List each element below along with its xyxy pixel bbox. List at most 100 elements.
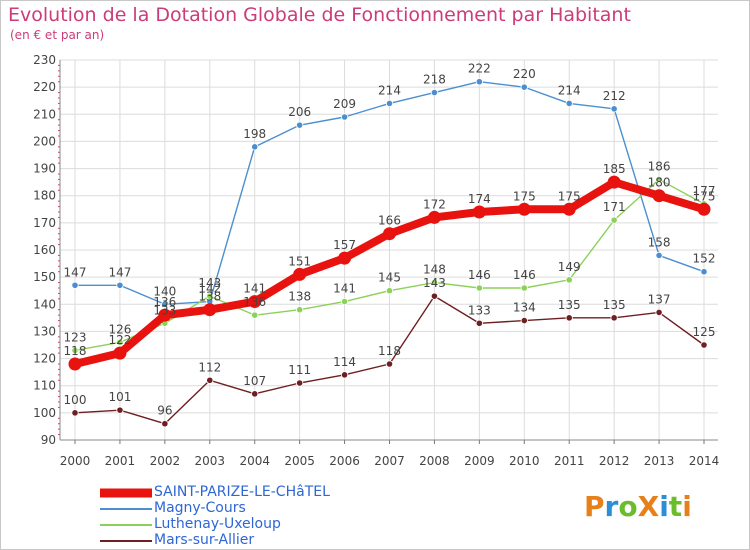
data-label-magny-cours: 214	[378, 83, 401, 97]
data-label-saint-parize: 175	[693, 189, 716, 203]
point-saint-parize	[383, 227, 396, 241]
point-luthenay-uxeloup	[565, 276, 573, 284]
y-tick-label: 90	[41, 433, 56, 447]
y-tick-label: 120	[33, 352, 56, 366]
logo-letter: o	[618, 490, 637, 523]
point-saint-parize	[607, 175, 621, 189]
legend-label-magny-cours: Magny-Cours	[154, 500, 246, 516]
x-tick-label: 2004	[239, 454, 270, 468]
x-tick-label: 2011	[554, 454, 585, 468]
point-mars-sur-allier	[340, 371, 349, 379]
x-tick-label: 2006	[329, 454, 360, 468]
point-luthenay-uxeloup	[655, 175, 663, 184]
point-mars-sur-allier	[296, 379, 304, 387]
series-layer	[68, 78, 711, 428]
y-tick-label: 200	[33, 134, 56, 148]
y-tick-label: 160	[33, 243, 56, 257]
data-label-mars-sur-allier: 143	[423, 276, 446, 290]
chart-title: Evolution de la Dotation Globale de Fonc…	[8, 4, 631, 26]
y-tick-label: 150	[33, 270, 56, 284]
x-tick-label: 2012	[599, 454, 630, 468]
grid-layer	[60, 59, 718, 441]
logo-text: ProXiti	[584, 490, 692, 523]
point-magny-cours	[565, 99, 573, 108]
point-luthenay-uxeloup	[520, 284, 528, 292]
point-magny-cours	[385, 99, 394, 108]
x-tick-label: 2010	[509, 454, 540, 468]
data-label-magny-cours: 147	[64, 265, 87, 279]
point-magny-cours	[700, 268, 708, 276]
data-label-mars-sur-allier: 134	[513, 301, 536, 315]
x-tick-label: 2009	[464, 454, 495, 468]
y-tick-label: 180	[33, 189, 56, 203]
point-magny-cours	[251, 143, 259, 151]
data-label-luthenay-uxeloup: 171	[603, 200, 626, 214]
point-luthenay-uxeloup	[430, 278, 439, 287]
logo-letter: i	[682, 490, 692, 523]
point-mars-sur-allier	[206, 376, 214, 384]
legend: SAINT-PARIZE-LE-CHâTEL Magny-Cours Luthe…	[100, 484, 430, 549]
legend-item-magny-cours[interactable]: Magny-Cours	[100, 500, 430, 517]
data-label-luthenay-uxeloup: 149	[558, 260, 581, 274]
legend-label-saint-parize: SAINT-PARIZE-LE-CHâTEL	[154, 484, 330, 500]
data-label-luthenay-uxeloup: 186	[648, 159, 671, 173]
point-saint-parize	[517, 202, 531, 216]
data-label-saint-parize: 172	[423, 197, 446, 211]
data-label-mars-sur-allier: 118	[378, 344, 401, 358]
point-luthenay-uxeloup	[206, 292, 214, 300]
data-label-magny-cours: 158	[648, 235, 671, 249]
point-saint-parize	[338, 251, 352, 265]
data-label-saint-parize: 118	[64, 344, 87, 358]
logo-letter: i	[659, 490, 669, 523]
data-label-saint-parize: 157	[333, 238, 356, 252]
legend-item-mars-sur-allier[interactable]: Mars-sur-Allier	[100, 532, 430, 549]
point-mars-sur-allier	[385, 360, 394, 368]
data-label-luthenay-uxeloup: 146	[513, 268, 536, 282]
point-magny-cours	[655, 251, 663, 260]
point-luthenay-uxeloup	[71, 346, 79, 355]
point-saint-parize	[158, 308, 172, 322]
point-luthenay-uxeloup	[116, 338, 124, 346]
x-tick-label: 2008	[419, 454, 450, 468]
point-magny-cours	[116, 281, 124, 289]
y-tick-label: 220	[33, 80, 56, 94]
axis-layer: 90 100 110 120 130 140 150 160 170 180 190 200 210 22…	[33, 53, 719, 468]
point-mars-sur-allier	[475, 319, 483, 327]
data-label-luthenay-uxeloup: 141	[333, 282, 356, 296]
legend-item-luthenay-uxeloup[interactable]: Luthenay-Uxeloup	[100, 516, 430, 533]
data-label-luthenay-uxeloup: 138	[288, 290, 311, 304]
legend-item-saint-parize[interactable]: SAINT-PARIZE-LE-CHâTEL	[100, 484, 430, 501]
data-label-luthenay-uxeloup: 177	[693, 184, 716, 198]
point-luthenay-uxeloup	[610, 216, 618, 224]
point-mars-sur-allier	[116, 406, 124, 414]
point-luthenay-uxeloup	[475, 284, 483, 292]
legend-label-luthenay-uxeloup: Luthenay-Uxeloup	[154, 516, 281, 532]
data-label-luthenay-uxeloup: 133	[153, 303, 176, 317]
data-label-saint-parize: 141	[243, 282, 266, 296]
data-label-magny-cours: 220	[513, 67, 536, 81]
point-magny-cours	[340, 113, 349, 121]
x-tick-label: 2014	[689, 454, 720, 468]
point-saint-parize	[203, 303, 217, 317]
data-label-magny-cours: 152	[693, 252, 716, 266]
data-label-saint-parize: 151	[288, 254, 311, 268]
point-mars-sur-allier	[251, 390, 259, 398]
data-label-mars-sur-allier: 114	[333, 355, 356, 369]
data-label-saint-parize: 174	[468, 192, 491, 206]
data-label-saint-parize: 136	[153, 295, 176, 309]
point-luthenay-uxeloup	[251, 311, 259, 319]
x-tick-label: 2002	[150, 454, 181, 468]
data-label-saint-parize: 122	[108, 333, 131, 347]
data-label-magny-cours: 209	[333, 97, 356, 111]
legend-swatch-saint-parize	[100, 488, 152, 498]
point-saint-parize	[562, 202, 576, 216]
data-label-saint-parize: 180	[648, 176, 671, 190]
point-magny-cours	[610, 105, 618, 113]
data-label-saint-parize: 175	[513, 189, 536, 203]
data-label-luthenay-uxeloup: 143	[198, 276, 221, 290]
data-label-magny-cours: 206	[288, 105, 311, 119]
data-label-mars-sur-allier: 133	[468, 303, 491, 317]
chart-subtitle: (en € et par an)	[10, 28, 105, 42]
data-label-luthenay-uxeloup: 145	[378, 271, 401, 285]
